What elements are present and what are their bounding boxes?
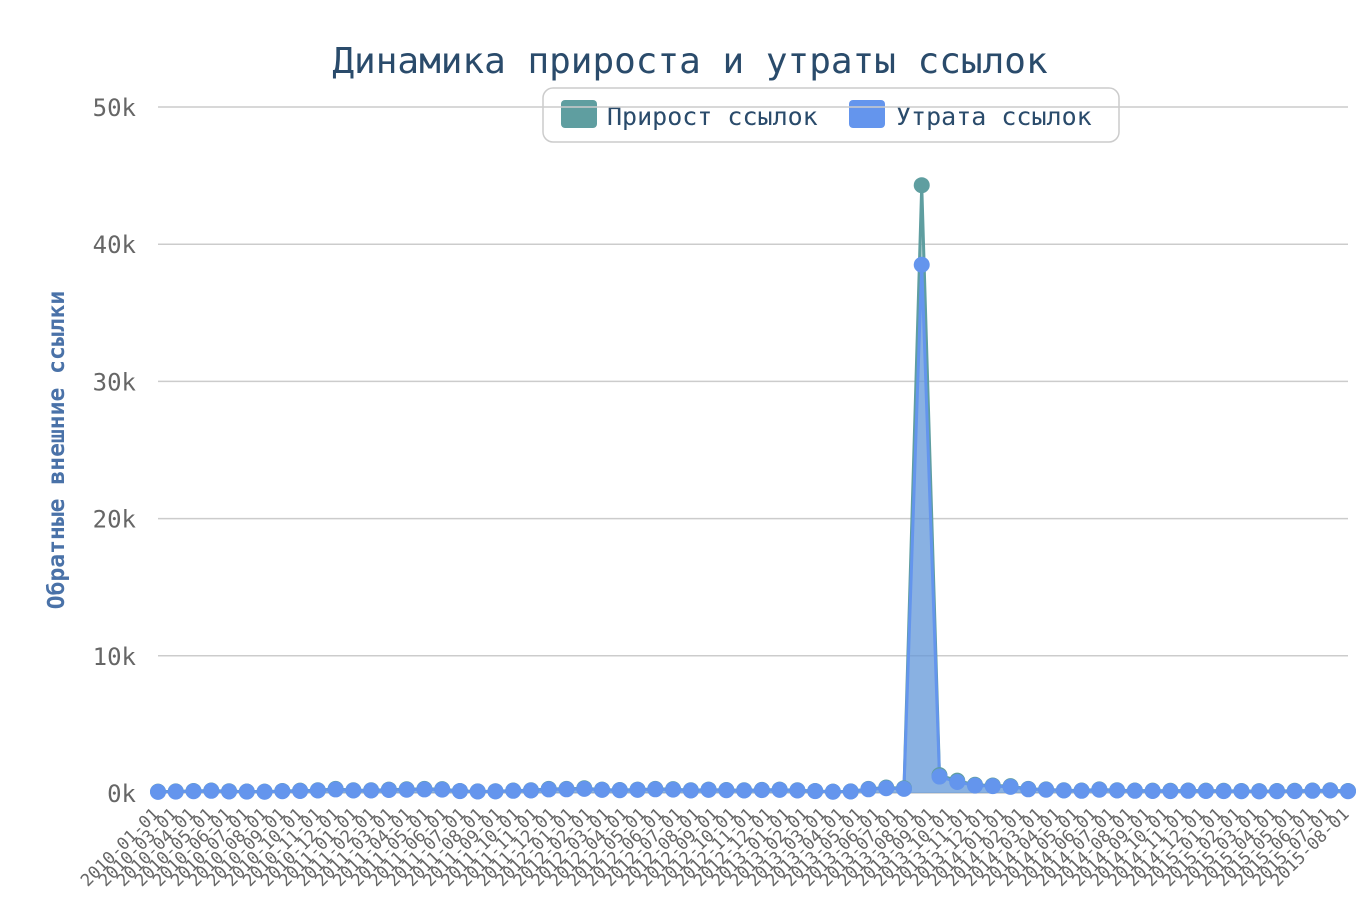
y-tick-label: 30k	[93, 368, 137, 396]
point-loss[interactable]	[363, 782, 380, 799]
y-tick-label: 20k	[93, 506, 137, 534]
point-loss[interactable]	[256, 783, 273, 800]
point-loss[interactable]	[1002, 778, 1019, 795]
y-tick-label: 50k	[93, 94, 137, 122]
point-loss[interactable]	[274, 783, 291, 800]
point-loss[interactable]	[1020, 781, 1037, 798]
area-growth	[158, 185, 1348, 794]
point-loss[interactable]	[1038, 781, 1055, 798]
point-loss[interactable]	[203, 782, 220, 799]
point-loss[interactable]	[309, 782, 326, 799]
y-axis-label: Обратные внешние ссылки	[44, 291, 70, 610]
point-loss[interactable]	[682, 782, 699, 799]
point-loss[interactable]	[1055, 782, 1072, 799]
point-loss[interactable]	[416, 781, 433, 798]
point-loss[interactable]	[505, 782, 522, 799]
y-axis-ticks: 0k 10k 20k 30k 40k 50k	[93, 94, 137, 808]
point-loss[interactable]	[1144, 782, 1161, 799]
point-loss[interactable]	[1126, 782, 1143, 799]
point-loss[interactable]	[1215, 783, 1232, 800]
point-loss[interactable]	[878, 780, 895, 797]
point-loss[interactable]	[1180, 782, 1197, 799]
point-loss[interactable]	[949, 774, 966, 791]
point-loss[interactable]	[771, 781, 788, 798]
point-loss[interactable]	[824, 783, 841, 800]
legend-swatch-loss[interactable]	[849, 100, 885, 128]
point-loss[interactable]	[860, 781, 877, 798]
point-loss[interactable]	[345, 782, 362, 799]
point-loss[interactable]	[327, 781, 344, 798]
point-loss[interactable]	[487, 783, 504, 800]
point-loss[interactable]	[221, 783, 238, 800]
series-areas	[158, 185, 1348, 794]
y-tick-label: 40k	[93, 231, 137, 259]
point-loss[interactable]	[167, 783, 184, 800]
point-loss[interactable]	[1304, 782, 1321, 799]
point-loss[interactable]	[1197, 782, 1214, 799]
point-loss[interactable]	[238, 783, 255, 800]
point-loss[interactable]	[451, 783, 468, 800]
point-loss[interactable]	[1340, 783, 1356, 800]
point-loss[interactable]	[753, 782, 770, 799]
point-loss[interactable]	[558, 781, 575, 798]
point-loss[interactable]	[185, 783, 202, 800]
point-loss[interactable]	[1091, 781, 1108, 798]
point-loss[interactable]	[150, 783, 166, 800]
x-axis-ticks: 2010-01-012010-03-012010-04-012010-05-01…	[77, 804, 1354, 891]
legend: Прирост ссылок Утрата ссылок	[542, 87, 1120, 143]
point-loss[interactable]	[469, 783, 486, 800]
series-points	[150, 177, 1356, 800]
point-loss[interactable]	[913, 256, 930, 273]
point-loss[interactable]	[611, 782, 628, 799]
point-growth[interactable]	[913, 177, 930, 194]
point-loss[interactable]	[700, 781, 717, 798]
point-loss[interactable]	[967, 777, 984, 794]
point-loss[interactable]	[380, 781, 397, 798]
chart-title: Динамика прироста и утраты ссылок	[332, 41, 1048, 82]
point-loss[interactable]	[576, 780, 593, 797]
point-loss[interactable]	[398, 781, 415, 798]
line-growth	[157, 183, 1349, 794]
point-loss[interactable]	[665, 781, 682, 798]
point-loss[interactable]	[931, 768, 948, 785]
point-loss[interactable]	[594, 781, 611, 798]
point-loss[interactable]	[1286, 783, 1303, 800]
point-loss[interactable]	[629, 781, 646, 798]
line-loss	[157, 263, 1349, 794]
point-loss[interactable]	[807, 783, 824, 800]
point-loss[interactable]	[292, 782, 309, 799]
point-loss[interactable]	[736, 782, 753, 799]
point-loss[interactable]	[434, 781, 451, 798]
point-loss[interactable]	[1233, 783, 1250, 800]
point-loss[interactable]	[522, 782, 539, 799]
series-lines	[157, 183, 1349, 794]
point-loss[interactable]	[647, 781, 664, 798]
point-loss[interactable]	[842, 783, 859, 800]
point-loss[interactable]	[1322, 782, 1339, 799]
gridlines	[158, 106, 1348, 794]
area-loss	[158, 264, 1348, 793]
point-loss[interactable]	[789, 782, 806, 799]
legend-box	[542, 87, 1120, 143]
point-loss[interactable]	[984, 778, 1001, 795]
point-loss[interactable]	[718, 782, 735, 799]
y-tick-label: 0k	[107, 780, 136, 808]
legend-swatch-growth[interactable]	[561, 100, 597, 128]
point-loss[interactable]	[1162, 783, 1179, 800]
point-loss[interactable]	[1251, 783, 1268, 800]
point-loss[interactable]	[1109, 782, 1126, 799]
point-loss[interactable]	[1268, 783, 1285, 800]
point-loss[interactable]	[540, 781, 557, 798]
y-tick-label: 10k	[93, 643, 137, 671]
point-loss[interactable]	[895, 780, 912, 797]
point-loss[interactable]	[1073, 782, 1090, 799]
